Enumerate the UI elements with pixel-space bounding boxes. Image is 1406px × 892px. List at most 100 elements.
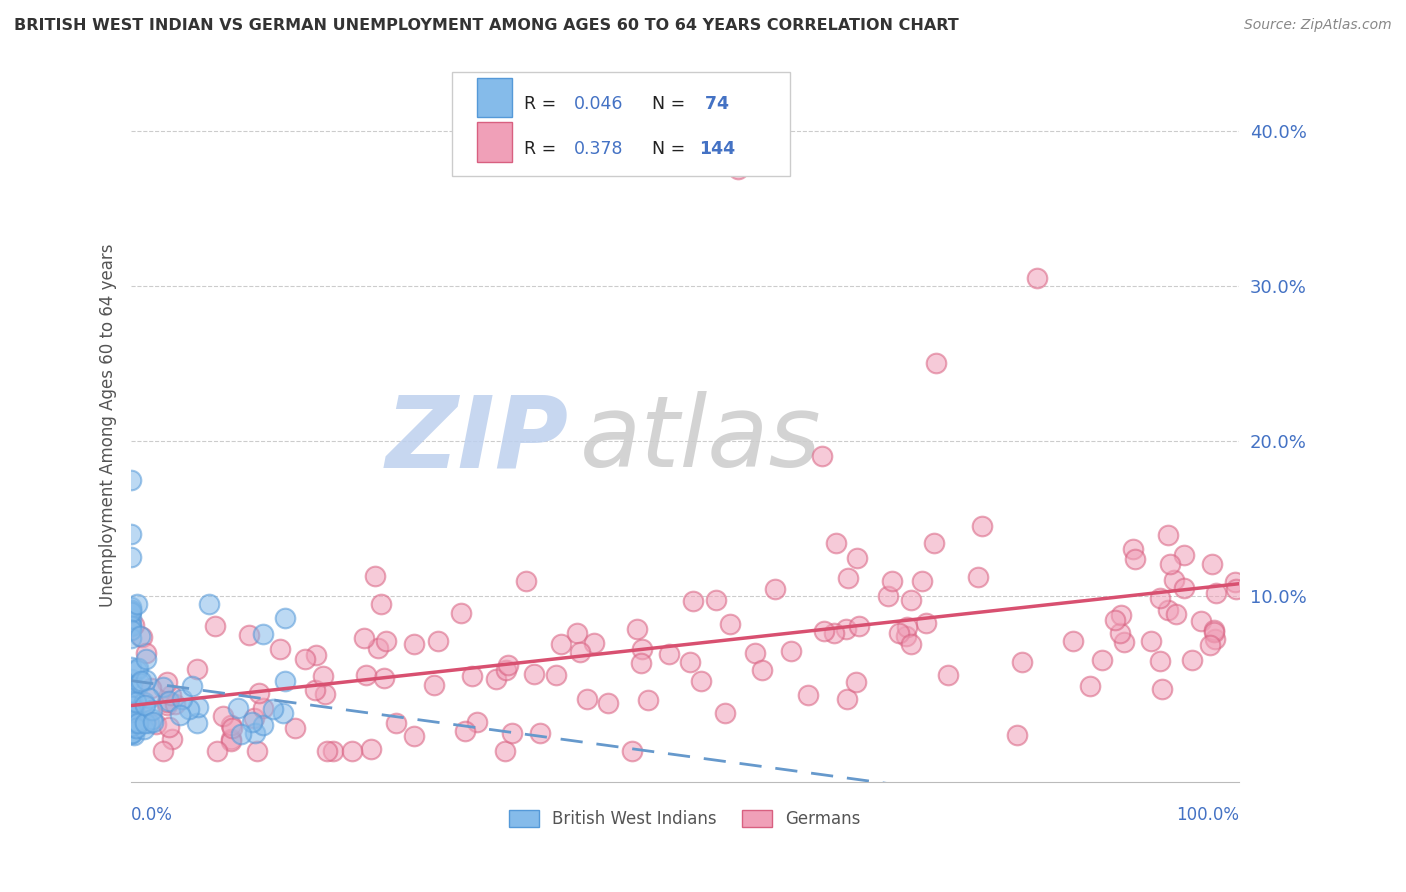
Point <box>970 518 993 533</box>
Point <box>141 703 163 717</box>
Point <box>1204 623 1226 637</box>
Point <box>243 711 266 725</box>
Point <box>550 637 572 651</box>
Point <box>426 633 449 648</box>
Point <box>269 641 291 656</box>
Point <box>122 728 145 742</box>
Text: atlas: atlas <box>579 392 821 488</box>
Point <box>1026 271 1049 285</box>
Point <box>744 646 766 660</box>
Point <box>240 715 263 730</box>
Point <box>1091 653 1114 667</box>
Point <box>837 571 859 585</box>
Point <box>134 722 156 736</box>
Text: 0.0%: 0.0% <box>131 805 173 823</box>
Point <box>294 652 316 666</box>
Point <box>900 637 922 651</box>
Point <box>120 600 142 615</box>
Point <box>1139 633 1161 648</box>
Point <box>120 473 142 487</box>
Point <box>1205 585 1227 599</box>
Point <box>575 691 598 706</box>
Point <box>568 645 591 659</box>
Point <box>120 727 142 741</box>
Point <box>630 656 652 670</box>
Point <box>620 744 643 758</box>
Point <box>501 725 523 739</box>
Point <box>887 626 910 640</box>
Point <box>120 726 142 740</box>
Point <box>845 675 868 690</box>
Point <box>678 656 700 670</box>
Point <box>229 727 252 741</box>
Legend: British West Indians, Germans: British West Indians, Germans <box>502 803 868 835</box>
Text: R =: R = <box>524 140 562 158</box>
Point <box>120 660 142 674</box>
Point <box>658 647 681 661</box>
Point <box>252 700 274 714</box>
Point <box>163 698 186 712</box>
Point <box>162 732 184 747</box>
Point <box>156 698 179 712</box>
Point <box>374 633 396 648</box>
Point <box>1123 552 1146 566</box>
Point <box>1109 607 1132 622</box>
Point <box>523 667 546 681</box>
Point <box>835 692 858 706</box>
Point <box>159 688 181 702</box>
Point <box>796 688 818 702</box>
Point <box>170 692 193 706</box>
Point <box>896 620 918 634</box>
Point <box>134 715 156 730</box>
Point <box>273 706 295 721</box>
Point <box>316 744 339 758</box>
Point <box>936 667 959 681</box>
Point <box>877 590 900 604</box>
Point <box>718 616 741 631</box>
Point <box>1173 581 1195 595</box>
Point <box>141 681 163 695</box>
Point <box>846 551 869 566</box>
Point <box>565 626 588 640</box>
Point <box>120 632 142 646</box>
Point <box>1062 634 1084 648</box>
Point <box>120 719 142 733</box>
Point <box>120 611 142 625</box>
Point <box>823 626 845 640</box>
Point <box>900 592 922 607</box>
Point <box>121 709 143 723</box>
Point <box>367 640 389 655</box>
Point <box>1149 654 1171 668</box>
Point <box>120 714 142 728</box>
Point <box>1204 625 1226 640</box>
Point <box>460 669 482 683</box>
Point <box>252 627 274 641</box>
Point <box>1150 682 1173 697</box>
Point <box>304 682 326 697</box>
Point <box>128 675 150 690</box>
Point <box>498 658 520 673</box>
Point <box>219 732 242 747</box>
Point <box>211 708 233 723</box>
Point <box>495 663 517 677</box>
Point <box>911 574 934 588</box>
Point <box>141 712 163 726</box>
Point <box>138 690 160 705</box>
Point <box>385 716 408 731</box>
Point <box>127 661 149 675</box>
Point <box>690 674 713 689</box>
Text: 144: 144 <box>699 140 735 158</box>
Point <box>1157 528 1180 542</box>
Point <box>882 574 904 588</box>
Point <box>779 644 801 658</box>
Point <box>322 744 344 758</box>
Point <box>186 662 208 676</box>
Point <box>637 693 659 707</box>
Point <box>157 694 180 708</box>
Point <box>125 696 148 710</box>
Point <box>834 622 856 636</box>
Point <box>122 704 145 718</box>
Point <box>1104 613 1126 627</box>
Point <box>1201 558 1223 572</box>
Text: ZIP: ZIP <box>385 392 568 488</box>
